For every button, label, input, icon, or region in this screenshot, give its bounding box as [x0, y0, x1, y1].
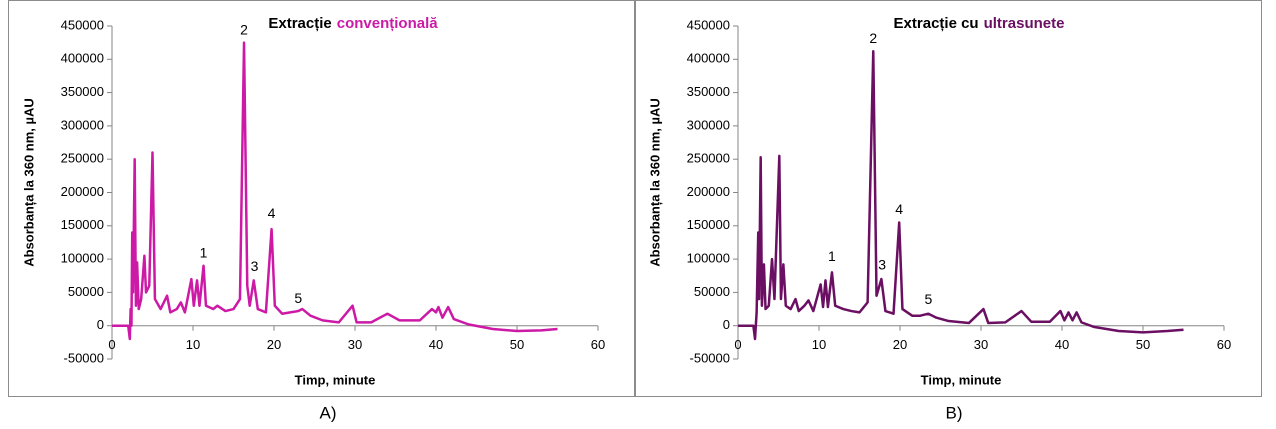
y-tick-label: 450000: [61, 17, 104, 32]
title-part: Extracție cu: [894, 15, 979, 32]
x-tick-label: 20: [267, 337, 281, 352]
y-tick-label: 50000: [68, 284, 104, 299]
y-tick-label: 400000: [687, 51, 730, 66]
y-axis-label: Absorbanța la 360 nm, µAU: [21, 98, 36, 267]
y-tick-label: 350000: [687, 84, 730, 99]
y-tick-label: 400000: [61, 51, 104, 66]
x-tick-label: 40: [1055, 337, 1069, 352]
title-part: Extracție: [268, 15, 331, 32]
x-axis-label: Timp, minute: [295, 372, 376, 387]
y-tick-label: 150000: [61, 217, 104, 232]
chart-title: Extracție convențională: [268, 15, 438, 32]
chart-panel: -50000 0 50000 100000 150000 200000 250000 3000…: [8, 0, 636, 397]
y-tick-label: -50000: [690, 350, 730, 365]
x-tick-label: 10: [186, 337, 200, 352]
panel-border: [8, 0, 636, 397]
title-part: convențională: [337, 15, 439, 32]
title-part: ultrasunete: [984, 15, 1065, 32]
x-tick-label: 40: [429, 337, 443, 352]
peak-label: 4: [895, 201, 903, 217]
y-tick-label: 100000: [687, 251, 730, 266]
y-tick-label: 0: [97, 317, 104, 332]
y-tick-label: 350000: [61, 84, 104, 99]
x-tick-label: 60: [591, 337, 605, 352]
y-tick-label: 150000: [687, 217, 730, 232]
chromatogram-line: [738, 50, 1184, 341]
y-tick-label: 100000: [61, 251, 104, 266]
y-axis-label: Absorbanța la 360 nm, µAU: [647, 98, 662, 267]
x-tick-label: 60: [1217, 337, 1231, 352]
x-tick-label: 50: [1136, 337, 1150, 352]
peak-label: 4: [268, 205, 276, 221]
y-tick-label: 250000: [61, 151, 104, 166]
y-tick-label: 200000: [61, 184, 104, 199]
chromatogram-line: [112, 41, 558, 341]
y-tick-label: 250000: [687, 151, 730, 166]
panel-border: [634, 0, 1262, 397]
y-tick-label: 200000: [687, 184, 730, 199]
x-tick-label: 10: [812, 337, 826, 352]
chart-title: Extracție cu ultrasunete: [894, 15, 1065, 32]
x-tick-label: 0: [108, 337, 115, 352]
panel-caption: B): [946, 403, 963, 422]
peak-label: 3: [251, 258, 259, 274]
x-tick-label: 50: [510, 337, 524, 352]
chart-panel: -50000 0 50000 100000 150000 200000 250000 3000…: [634, 0, 1262, 397]
x-tick-label: 0: [734, 337, 741, 352]
panel-caption: A): [320, 403, 337, 422]
y-tick-label: 450000: [687, 17, 730, 32]
y-tick-label: 0: [723, 317, 730, 332]
y-tick-label: 300000: [61, 117, 104, 132]
x-tick-label: 20: [893, 337, 907, 352]
peak-label: 2: [869, 30, 877, 46]
y-tick-label: 300000: [687, 117, 730, 132]
x-axis-label: Timp, minute: [921, 372, 1002, 387]
x-tick-label: 30: [974, 337, 988, 352]
y-tick-label: 50000: [694, 284, 730, 299]
peak-label: 5: [924, 291, 932, 307]
peak-label: 3: [878, 256, 886, 272]
peak-label: 1: [828, 248, 836, 264]
peak-label: 2: [240, 21, 248, 37]
y-tick-label: -50000: [64, 350, 104, 365]
peak-label: 1: [200, 244, 208, 260]
peak-label: 5: [294, 290, 302, 306]
x-tick-label: 30: [348, 337, 362, 352]
